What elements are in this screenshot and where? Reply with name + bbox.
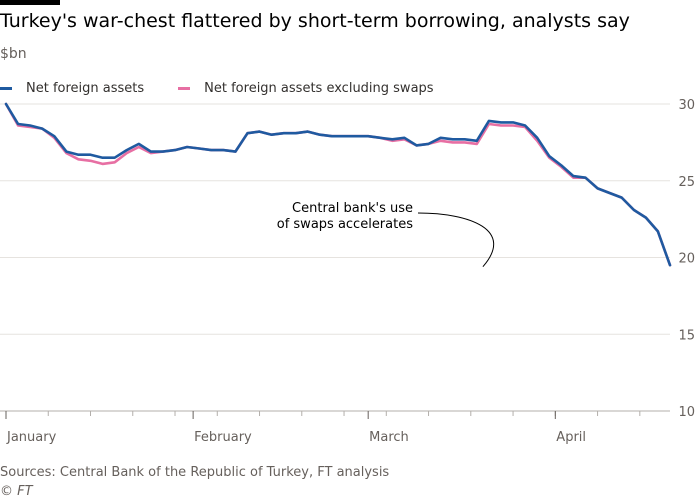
y-tick-label: 20: [678, 252, 695, 267]
legend-label: Net foreign assets: [26, 81, 145, 96]
series-line-excluding-swaps: [4, 102, 672, 267]
brand-bar: [0, 0, 60, 5]
annotation-text: of swaps accelerates: [277, 217, 413, 232]
y-tick-label: 15: [678, 328, 695, 343]
x-tick-label: February: [194, 430, 252, 445]
series-line-net-foreign-assets: [4, 102, 672, 267]
legend: Net foreign assets Net foreign assets ex…: [0, 81, 468, 96]
chart-subtitle: $bn: [0, 46, 27, 62]
legend-swatch-blue: [0, 87, 12, 90]
y-tick-label: 30: [678, 98, 695, 113]
legend-item-excluding-swaps: Net foreign assets excluding swaps: [178, 81, 434, 96]
x-tick-label: April: [556, 430, 586, 445]
source-note: Sources: Central Bank of the Republic of…: [0, 465, 390, 480]
y-tick-label: 25: [678, 175, 695, 190]
chart-title: Turkey's war-chest flattered by short-te…: [0, 10, 630, 32]
legend-swatch-pink: [178, 87, 191, 90]
legend-label: Net foreign assets excluding swaps: [204, 81, 434, 96]
x-tick-label: January: [6, 430, 57, 445]
annotation-leader-line: [417, 212, 495, 268]
copyright: © FT: [0, 484, 33, 499]
x-tick-label: March: [369, 430, 409, 445]
annotation-text: Central bank's use: [292, 201, 413, 216]
y-tick-label: 10: [678, 405, 695, 420]
legend-item-net-foreign-assets: Net foreign assets: [0, 81, 144, 96]
